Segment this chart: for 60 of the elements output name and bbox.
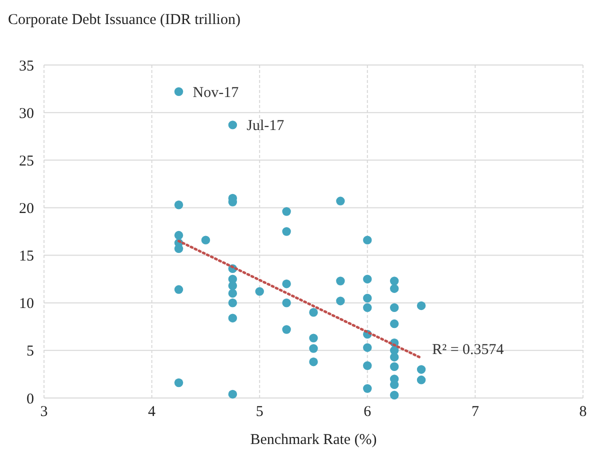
annotation: Nov-17 [192, 84, 240, 101]
point [174, 230, 184, 240]
y-tick-label: 15 [19, 248, 34, 265]
point [282, 207, 291, 216]
point [174, 285, 184, 294]
point [282, 227, 291, 236]
point [336, 276, 345, 286]
point [363, 343, 372, 352]
y-tick-label: 5 [26, 344, 34, 360]
point [390, 284, 399, 293]
point [336, 196, 345, 206]
point [309, 308, 318, 317]
point [363, 274, 372, 284]
point [282, 325, 291, 334]
point [228, 298, 238, 308]
point [390, 390, 399, 400]
point [363, 384, 372, 393]
point [416, 301, 426, 310]
point [228, 288, 238, 298]
x-tick-label: 8 [579, 404, 587, 420]
point [309, 344, 318, 353]
x-tick-label: 7 [471, 404, 480, 420]
point [390, 319, 399, 328]
point [174, 87, 184, 96]
point [416, 376, 426, 384]
x-tick-label: 3 [40, 404, 48, 420]
chart-title: Corporate Debt Issuance (IDR trillion) [8, 12, 240, 28]
point [390, 303, 399, 312]
y-tick-label: 20 [19, 200, 34, 217]
x-tick-label: 4 [148, 404, 156, 420]
point [390, 352, 399, 362]
point [363, 303, 372, 312]
point [174, 378, 184, 388]
x-axis-title: Benchmark Rate (%) [250, 432, 377, 448]
point [174, 200, 184, 210]
point [228, 120, 238, 130]
y-tick-label: 25 [19, 153, 34, 170]
point [390, 362, 399, 371]
point [228, 390, 238, 399]
y-tick-label: 30 [19, 106, 34, 122]
point [416, 365, 426, 374]
point [363, 294, 372, 302]
y-tick-label: 35 [19, 58, 34, 74]
x-tick-label: 5 [256, 404, 264, 420]
point [309, 334, 318, 342]
annotation: Jul-17 [246, 118, 285, 134]
point [336, 296, 345, 306]
point [255, 287, 264, 296]
y-tick-label: 10 [19, 296, 34, 312]
point [309, 357, 318, 366]
y-tick-label: 0 [26, 391, 34, 408]
point [390, 276, 399, 286]
point [282, 279, 291, 288]
x-tick-label: 6 [364, 404, 372, 420]
point [228, 314, 238, 322]
point [363, 361, 372, 370]
point [201, 236, 210, 244]
point [363, 236, 372, 244]
annotation: R² = 0.3574 [432, 342, 504, 358]
point [282, 298, 291, 308]
